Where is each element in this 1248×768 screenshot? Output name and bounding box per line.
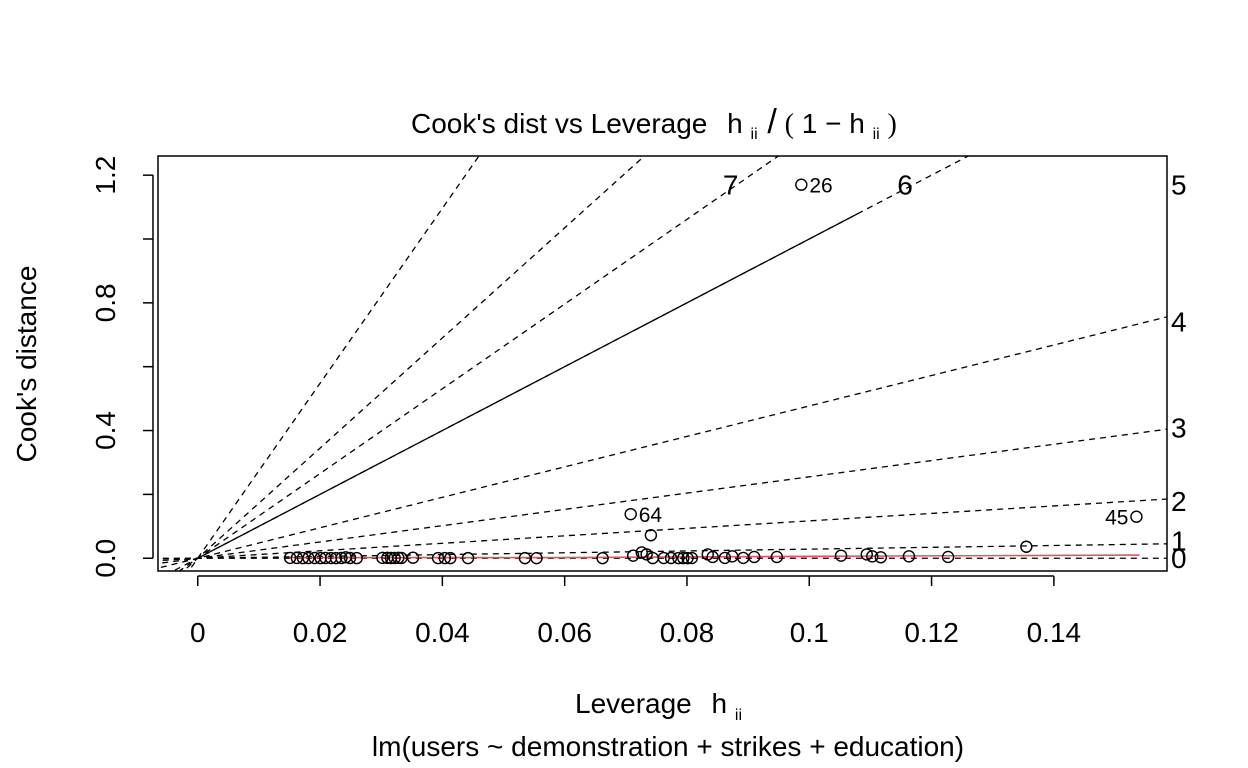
data-point [444,551,457,565]
data-point [677,551,690,565]
data-point [770,550,784,564]
y-axis-label: Cook's distance [11,266,42,463]
data-point [748,550,761,564]
contour-line [178,156,780,571]
data-point [376,551,389,565]
y-tick-label: 0.0 [90,539,121,578]
data-point [1130,510,1143,523]
right-contour-label: 5 [1171,170,1187,201]
data-point [406,551,420,564]
data-point [624,507,637,521]
data-point [644,529,658,542]
right-contour-label: 2 [1171,486,1187,517]
data-point [335,551,348,565]
data-point [1020,540,1033,553]
data-point [941,550,955,564]
chart-subtitle: lm(users ~ demonstration + strikes + edu… [372,731,964,762]
point-label: 26 [809,175,832,198]
point-label: 64 [639,504,663,527]
right-contour-label: 3 [1171,412,1187,443]
data-point [329,551,343,565]
data-point [657,551,670,565]
data-point [283,551,297,565]
data-point [431,551,445,565]
x-tick-label: 0.1 [790,617,829,648]
y-axis: 0.0 0.4 0.8 1.2 [90,156,154,578]
x-tick-label: 0.04 [415,617,470,648]
contour-line-solid [197,212,859,559]
data-points [283,178,1143,565]
right-contour-label: 1 [1171,526,1187,557]
contour-line [188,156,480,571]
x-tick-label: 0.08 [660,617,715,648]
data-point [685,551,699,565]
point-label: 45 [1105,507,1128,530]
data-point [834,549,848,562]
contour-label: 6 [897,170,913,201]
y-tick-label: 0.4 [90,411,121,450]
data-point [672,551,685,565]
data-point [461,551,475,565]
x-tick-label: 0.06 [537,617,592,648]
data-point [795,178,808,191]
data-point [874,551,888,564]
data-point [626,549,640,562]
plot-frame [157,155,1168,572]
data-point [681,551,694,565]
x-tick-label: 0.14 [1027,617,1082,648]
contour-line [158,543,1167,560]
contour-line [158,428,1167,565]
data-point [860,548,873,561]
y-tick-label: 0.8 [90,283,121,322]
x-axis-label: Leverage h ii [575,688,742,724]
y-tick-label: 1.2 [90,156,121,195]
data-point [343,551,357,565]
x-tick-label: 0.02 [293,617,348,648]
data-point [388,551,401,565]
contour-line [158,316,1167,569]
right-contour-label: 0 [1171,543,1187,574]
data-point [718,551,732,565]
contour-line [182,156,646,571]
data-point [438,551,452,565]
point-labels: 64 45 26 [639,175,1129,530]
right-contour-label: 4 [1171,306,1187,337]
cooks-contour-lines [158,156,1167,571]
chart-title: Cook's dist vs Leverage h ii / ( 1 − h i… [411,103,897,145]
data-point [530,551,543,565]
data-point [866,550,879,563]
x-tick-label: 0 [190,617,206,648]
data-point [664,551,678,565]
contour-label: 7 [723,170,739,201]
contour-line [158,498,1167,562]
x-axis: 0 0.02 0.04 0.06 0.08 0.1 0.12 0.14 [190,575,1082,648]
right-axis-labels: 5 4 3 2 10 [1171,170,1187,575]
x-tick-label: 0.12 [904,617,959,648]
data-point [640,548,653,561]
data-point [350,551,363,565]
data-point [302,551,315,565]
data-point [902,550,916,563]
data-point [706,550,719,564]
data-point [596,551,609,565]
